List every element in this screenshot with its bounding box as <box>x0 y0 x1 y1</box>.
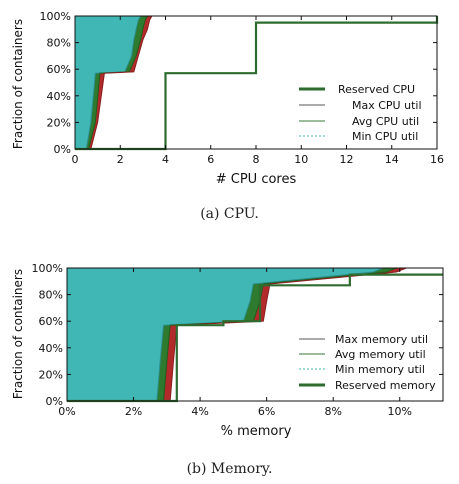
memory-chart: Fraction of containers % memory 0% 20% 40%… <box>0 250 459 440</box>
cpu-xtick-label: 6 <box>207 153 214 166</box>
legend-min-cpu: Min CPU util <box>352 130 418 143</box>
mem-xtick-label: 4% <box>191 405 208 418</box>
memory-xlabel: % memory <box>221 424 292 439</box>
cpu-ytick-label: 100% <box>40 10 71 23</box>
mem-min-util-area <box>67 268 384 401</box>
cpu-plot-area: 0% 20% 40% 60% 80% 100% 0 2 4 6 8 10 12 14 16 <box>40 10 444 166</box>
cpu-chart-svg: Fraction of containers # CPU cores 0% 20%… <box>11 10 444 187</box>
mem-ytick-label: 20% <box>39 368 63 381</box>
cpu-xlabel: # CPU cores <box>216 172 297 187</box>
legend-max-cpu: Max CPU util <box>352 99 422 112</box>
cpu-chart: Fraction of containers # CPU cores 0% 20%… <box>0 0 459 190</box>
cpu-ytick-label: 20% <box>47 116 71 129</box>
cpu-ylabel: Fraction of containers <box>11 19 25 149</box>
legend-reserved-mem: Reserved memory <box>335 379 436 392</box>
mem-axes-frame <box>66 267 444 402</box>
cpu-avg-util-line <box>88 15 148 150</box>
cpu-ytick-label: 40% <box>47 90 71 103</box>
mem-ytick-label: 80% <box>39 289 63 302</box>
cpu-xtick-label: 16 <box>430 153 444 166</box>
cpu-ytick-label: 0% <box>54 143 71 156</box>
memory-chart-svg: Fraction of containers % memory 0% 20% 40%… <box>11 262 444 439</box>
legend-avg-cpu: Avg CPU util <box>352 115 419 128</box>
cpu-xtick-label: 2 <box>117 153 124 166</box>
cpu-xtick-label: 10 <box>294 153 308 166</box>
cpu-xtick-label: 0 <box>72 153 79 166</box>
cpu-min-util-line <box>85 15 142 150</box>
mem-xtick-label: 6% <box>258 405 275 418</box>
legend-reserved-cpu: Reserved CPU <box>338 83 415 96</box>
cpu-max-util-area <box>88 16 152 149</box>
legend-min-mem: Min memory util <box>335 363 425 376</box>
mem-xtick-label: 8% <box>324 405 341 418</box>
cpu-ytick-label: 80% <box>47 37 71 50</box>
legend-avg-mem: Avg memory util <box>335 348 426 361</box>
memory-caption: (b) Memory. <box>186 461 273 477</box>
memory-ylabel: Fraction of containers <box>11 269 25 399</box>
cpu-ytick-label: 60% <box>47 63 71 76</box>
cpu-xtick-label: 8 <box>253 153 260 166</box>
mem-xtick-label: 10% <box>388 405 412 418</box>
memory-legend: Max memory util Avg memory util Min memo… <box>299 333 436 392</box>
cpu-caption: (a) CPU. <box>200 206 259 222</box>
cpu-xtick-label: 4 <box>162 153 169 166</box>
mem-xtick-label: 0% <box>58 405 75 418</box>
cpu-max-util-line <box>90 15 153 150</box>
cpu-xtick-label: 12 <box>340 153 354 166</box>
mem-ytick-label: 100% <box>32 262 63 275</box>
cpu-min-util-area <box>75 16 141 149</box>
mem-ytick-label: 0% <box>46 395 63 408</box>
mem-xtick-label: 2% <box>125 405 142 418</box>
legend-max-mem: Max memory util <box>335 333 428 346</box>
mem-ytick-label: 40% <box>39 342 63 355</box>
mem-ytick-label: 60% <box>39 315 63 328</box>
cpu-legend: Reserved CPU Max CPU util Avg CPU util M… <box>299 83 422 143</box>
mem-reserved-line <box>67 273 443 403</box>
memory-plot-area: 0% 20% 40% 60% 80% 100% 0% 2% 4% 6% 8% 10% <box>32 262 444 418</box>
cpu-xtick-label: 14 <box>385 153 399 166</box>
